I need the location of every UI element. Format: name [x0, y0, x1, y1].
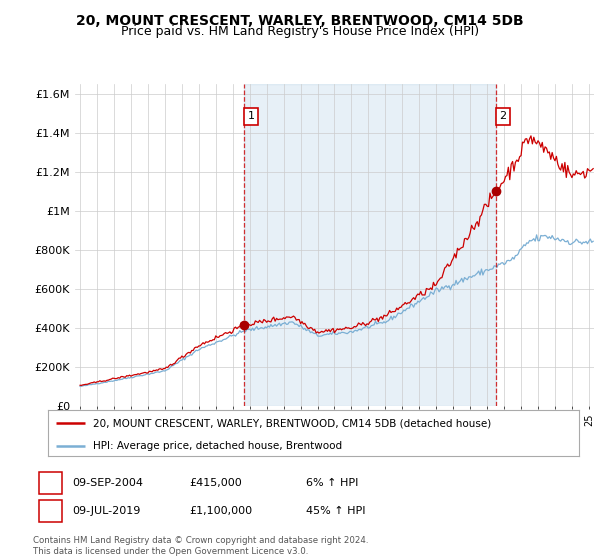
Text: HPI: Average price, detached house, Brentwood: HPI: Average price, detached house, Bren… [93, 441, 342, 451]
Text: 45% ↑ HPI: 45% ↑ HPI [306, 506, 365, 516]
Text: £415,000: £415,000 [189, 478, 242, 488]
Text: 09-JUL-2019: 09-JUL-2019 [72, 506, 140, 516]
Text: This data is licensed under the Open Government Licence v3.0.: This data is licensed under the Open Gov… [33, 547, 308, 556]
Bar [244, 84, 496, 406]
Text: Contains HM Land Registry data © Crown copyright and database right 2024.: Contains HM Land Registry data © Crown c… [33, 536, 368, 545]
Text: 6% ↑ HPI: 6% ↑ HPI [306, 478, 358, 488]
Text: 1: 1 [248, 111, 255, 121]
Text: Price paid vs. HM Land Registry's House Price Index (HPI): Price paid vs. HM Land Registry's House … [121, 25, 479, 38]
Text: £1,100,000: £1,100,000 [189, 506, 252, 516]
Text: 2: 2 [46, 504, 55, 517]
Text: 2: 2 [500, 111, 506, 121]
Text: 09-SEP-2004: 09-SEP-2004 [72, 478, 143, 488]
Text: 20, MOUNT CRESCENT, WARLEY, BRENTWOOD, CM14 5DB: 20, MOUNT CRESCENT, WARLEY, BRENTWOOD, C… [76, 14, 524, 28]
Text: 1: 1 [46, 476, 55, 489]
Text: 20, MOUNT CRESCENT, WARLEY, BRENTWOOD, CM14 5DB (detached house): 20, MOUNT CRESCENT, WARLEY, BRENTWOOD, C… [93, 418, 491, 428]
